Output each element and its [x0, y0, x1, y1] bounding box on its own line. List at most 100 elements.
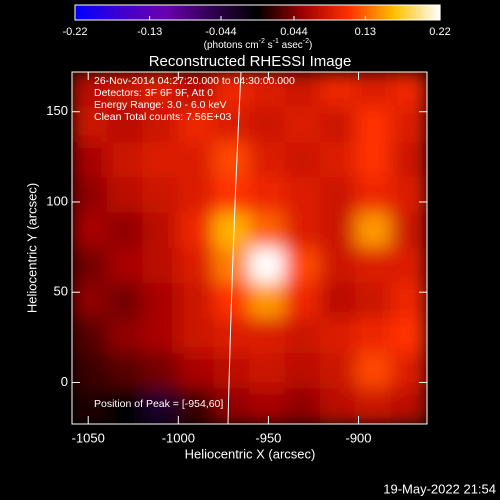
- heatmap-cell: [284, 353, 321, 390]
- colorbar-swatch: [330, 5, 335, 20]
- colorbar-tick-label: 0.13: [355, 26, 376, 38]
- colorbar-swatch: [87, 5, 91, 20]
- heatmap-cell: [249, 353, 286, 390]
- colorbar-swatch: [105, 5, 110, 20]
- colorbar-swatch: [254, 5, 259, 20]
- heatmap-cell: [107, 317, 144, 355]
- colorbar-tick-label: -0.044: [205, 26, 236, 38]
- heatmap-cell: [249, 282, 286, 319]
- colorbar-swatch: [403, 5, 408, 20]
- heatmap-cell: [249, 212, 286, 249]
- colorbar-swatch: [178, 5, 183, 20]
- heatmap-cell: [320, 106, 357, 143]
- colorbar-swatch: [141, 5, 146, 20]
- heatmap-cell: [391, 141, 427, 179]
- heatmap-cell: [284, 317, 321, 355]
- heatmap-cell: [284, 141, 321, 179]
- colorbar-swatch: [427, 5, 432, 20]
- heatmap-cell: [72, 212, 108, 249]
- heatmap-cell: [284, 212, 321, 249]
- heatmap-cell: [72, 72, 108, 108]
- x-tick-label: -1000: [162, 430, 195, 445]
- colorbar-swatch: [78, 5, 82, 20]
- heatmap-cell: [320, 282, 357, 319]
- heatmap-cell: [213, 353, 250, 390]
- heatmap-cell: [107, 388, 144, 424]
- label-part: asec: [279, 40, 303, 51]
- annotation: 26-Nov-2014 04:27:20.000 to 04:30:00.000: [94, 75, 295, 87]
- y-tick-label: 100: [46, 193, 68, 208]
- heatmap-cell: [107, 177, 144, 214]
- colorbar-swatch: [436, 5, 441, 20]
- heatmap-cell: [178, 106, 215, 143]
- chart-title: Reconstructed RHESSI Image: [149, 53, 352, 70]
- heatmap-cell: [178, 177, 215, 214]
- colorbar-swatch: [123, 5, 128, 20]
- colorbar-swatch: [318, 5, 322, 20]
- heatmap-cell: [355, 317, 392, 355]
- colorbar-tick-label: 0.22: [429, 26, 450, 38]
- heatmap-cell: [355, 106, 392, 143]
- heatmap-cell: [107, 353, 144, 390]
- heatmap-cell: [178, 317, 215, 355]
- annotation: Clean Total counts: 7.56E+03: [94, 111, 231, 123]
- colorbar-label: (photons cm-2 s-1 asec-2): [204, 38, 313, 51]
- heatmap-cell: [213, 72, 250, 108]
- colorbar-swatch: [175, 5, 180, 20]
- annotation: Detectors: 3F 6F 9F, Att 0: [94, 87, 213, 99]
- colorbar-swatch: [351, 5, 356, 20]
- colorbar-swatch: [132, 5, 137, 20]
- heatmap-cell: [391, 388, 427, 424]
- heatmap-cell: [355, 212, 392, 249]
- heatmap-cell: [72, 317, 108, 355]
- colorbar-swatch: [284, 5, 289, 20]
- colorbar-swatch: [111, 5, 116, 20]
- colorbar-swatch: [84, 5, 88, 20]
- colorbar-swatch: [424, 5, 429, 20]
- heatmap-cell: [72, 282, 108, 319]
- heatmap-cell: [213, 141, 250, 179]
- colorbar-swatch: [199, 5, 204, 20]
- heatmap-cell: [142, 353, 179, 390]
- heatmap-cell: [107, 247, 144, 284]
- heatmap-cell: [249, 388, 286, 424]
- colorbar-swatch: [233, 5, 237, 20]
- heatmap-cell: [355, 353, 392, 390]
- colorbar-swatch: [418, 5, 423, 20]
- colorbar-swatch: [184, 5, 189, 20]
- heatmap-cell: [284, 106, 321, 143]
- heatmap-cell: [142, 388, 179, 424]
- colorbar-swatch: [306, 5, 310, 20]
- heatmap-cell: [320, 247, 357, 284]
- heatmap-cell: [178, 247, 215, 284]
- colorbar-swatch: [300, 5, 304, 20]
- colorbar-swatch: [357, 5, 362, 20]
- colorbar-frame: [74, 4, 441, 21]
- heatmap-cell: [213, 388, 250, 424]
- colorbar-swatch: [230, 5, 234, 20]
- heatmap-cell: [249, 177, 286, 214]
- footer-date: 19-May-2022 21:54: [383, 481, 496, 496]
- colorbar-swatch: [379, 5, 383, 20]
- heatmap-cell: [391, 282, 427, 319]
- heatmap-cell: [249, 247, 286, 284]
- heatmap-cell: [142, 141, 179, 179]
- heatmap-cell: [320, 212, 357, 249]
- colorbar-swatch: [373, 5, 377, 20]
- colorbar-swatch: [336, 5, 341, 20]
- colorbar-swatch: [181, 5, 186, 20]
- heatmap-cell: [320, 177, 357, 214]
- heatmap-cell: [320, 317, 357, 355]
- colorbar-swatch: [129, 5, 134, 20]
- colorbar-swatch: [406, 5, 411, 20]
- colorbar-swatch: [415, 5, 420, 20]
- colorbar-swatch: [400, 5, 405, 20]
- superscript: -2: [303, 38, 309, 45]
- colorbar-swatch: [208, 5, 213, 20]
- colorbar-swatch: [394, 5, 399, 20]
- label-part: (photons cm: [204, 40, 259, 51]
- heatmap-cell: [178, 388, 215, 424]
- heatmap-cell: [178, 353, 215, 390]
- heatmap-cell: [142, 317, 179, 355]
- heatmap-cell: [391, 212, 427, 249]
